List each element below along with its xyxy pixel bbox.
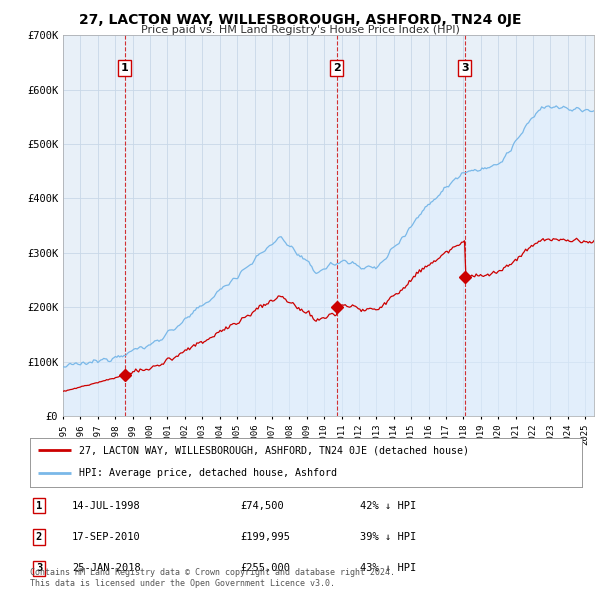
Text: 17-SEP-2010: 17-SEP-2010 — [72, 532, 141, 542]
Text: 42% ↓ HPI: 42% ↓ HPI — [360, 501, 416, 510]
Text: 2: 2 — [332, 63, 340, 73]
Text: 39% ↓ HPI: 39% ↓ HPI — [360, 532, 416, 542]
Text: Contains HM Land Registry data © Crown copyright and database right 2024.
This d: Contains HM Land Registry data © Crown c… — [30, 568, 395, 588]
Text: Price paid vs. HM Land Registry's House Price Index (HPI): Price paid vs. HM Land Registry's House … — [140, 25, 460, 35]
Text: 2: 2 — [36, 532, 42, 542]
Text: 27, LACTON WAY, WILLESBOROUGH, ASHFORD, TN24 0JE: 27, LACTON WAY, WILLESBOROUGH, ASHFORD, … — [79, 13, 521, 27]
Text: 25-JAN-2018: 25-JAN-2018 — [72, 563, 141, 573]
Text: 3: 3 — [461, 63, 469, 73]
Text: 43% ↓ HPI: 43% ↓ HPI — [360, 563, 416, 573]
Text: 1: 1 — [36, 501, 42, 510]
Text: 3: 3 — [36, 563, 42, 573]
Text: £74,500: £74,500 — [240, 501, 284, 510]
Text: 14-JUL-1998: 14-JUL-1998 — [72, 501, 141, 510]
Text: £199,995: £199,995 — [240, 532, 290, 542]
Text: £255,000: £255,000 — [240, 563, 290, 573]
Text: HPI: Average price, detached house, Ashford: HPI: Average price, detached house, Ashf… — [79, 468, 337, 478]
Text: 27, LACTON WAY, WILLESBOROUGH, ASHFORD, TN24 0JE (detached house): 27, LACTON WAY, WILLESBOROUGH, ASHFORD, … — [79, 445, 469, 455]
Text: 1: 1 — [121, 63, 128, 73]
